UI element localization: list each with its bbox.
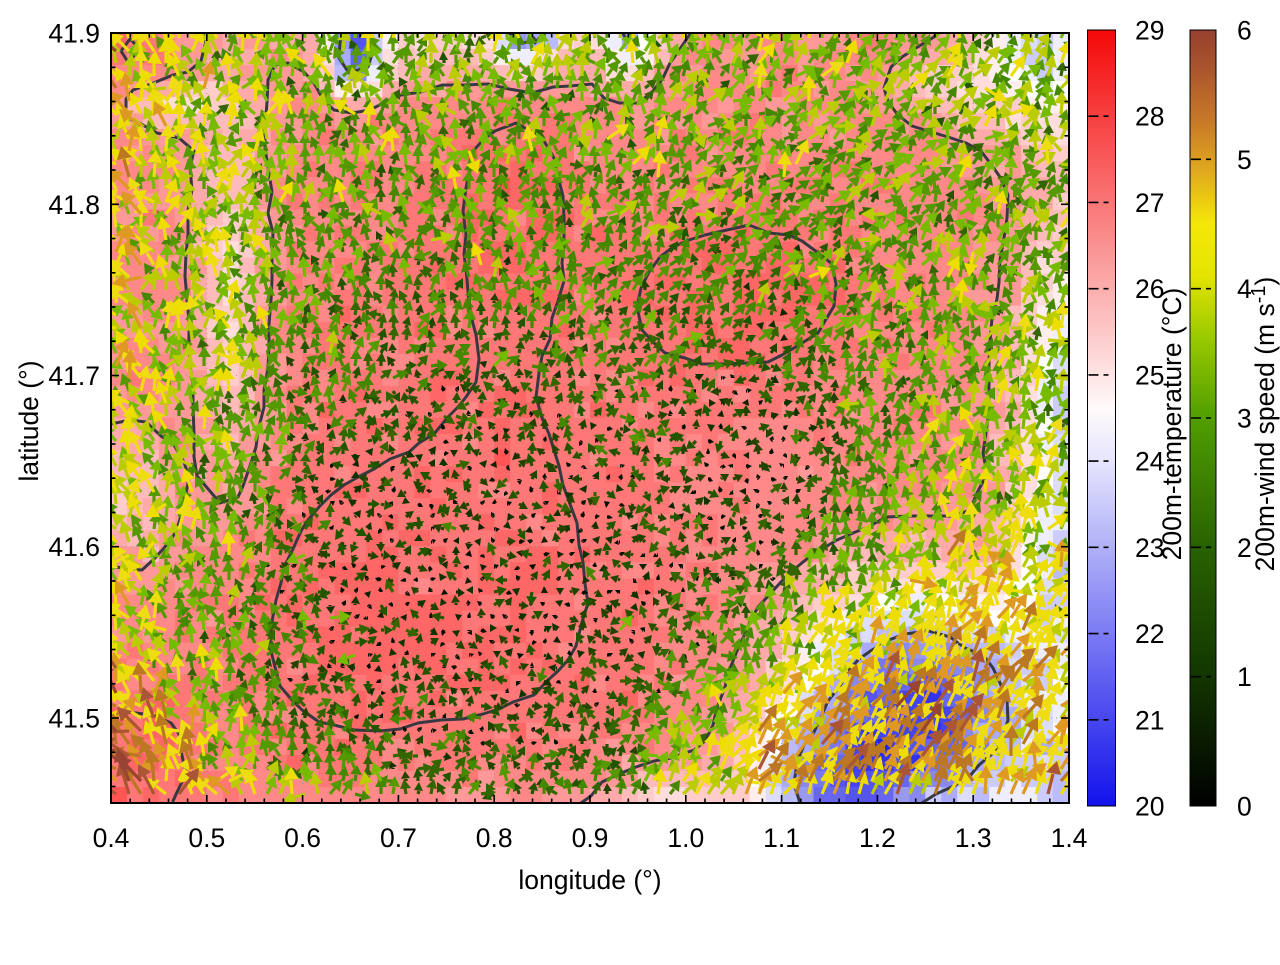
svg-text:28: 28 — [1135, 102, 1164, 132]
svg-text:0.8: 0.8 — [476, 823, 513, 853]
svg-text:1.0: 1.0 — [667, 823, 704, 853]
svg-text:1.4: 1.4 — [1051, 823, 1088, 853]
svg-text:24: 24 — [1135, 447, 1164, 477]
svg-text:4: 4 — [1237, 274, 1252, 304]
svg-text:41.6: 41.6 — [48, 532, 100, 562]
svg-text:1.1: 1.1 — [763, 823, 800, 853]
svg-text:0.5: 0.5 — [188, 823, 225, 853]
svg-text:41.7: 41.7 — [48, 361, 100, 391]
svg-text:41.5: 41.5 — [48, 704, 100, 734]
svg-text:3: 3 — [1237, 404, 1252, 434]
svg-text:0: 0 — [1237, 792, 1252, 822]
svg-text:26: 26 — [1135, 274, 1164, 304]
svg-text:200m-temperature (°C): 200m-temperature (°C) — [1157, 288, 1187, 561]
svg-text:23: 23 — [1135, 533, 1164, 563]
svg-text:1.3: 1.3 — [955, 823, 992, 853]
svg-text:0.7: 0.7 — [380, 823, 417, 853]
svg-text:6: 6 — [1237, 16, 1252, 46]
svg-text:25: 25 — [1135, 360, 1164, 390]
svg-text:41.9: 41.9 — [48, 19, 100, 49]
svg-text:5: 5 — [1237, 145, 1252, 175]
svg-text:0.6: 0.6 — [284, 823, 321, 853]
svg-text:latitude (°): latitude (°) — [14, 360, 44, 481]
svg-text:200m-wind speed (m s-1): 200m-wind speed (m s-1) — [1248, 277, 1280, 572]
svg-text:1: 1 — [1237, 662, 1252, 692]
svg-text:41.8: 41.8 — [48, 190, 100, 220]
svg-text:29: 29 — [1135, 16, 1164, 46]
svg-text:27: 27 — [1135, 188, 1164, 218]
svg-text:0.4: 0.4 — [93, 823, 130, 853]
svg-text:21: 21 — [1135, 705, 1164, 735]
svg-text:2: 2 — [1237, 533, 1252, 563]
svg-text:20: 20 — [1135, 792, 1164, 822]
svg-text:1.2: 1.2 — [859, 823, 896, 853]
svg-text:longitude (°): longitude (°) — [518, 865, 661, 895]
svg-text:0.9: 0.9 — [572, 823, 609, 853]
svg-text:22: 22 — [1135, 619, 1164, 649]
